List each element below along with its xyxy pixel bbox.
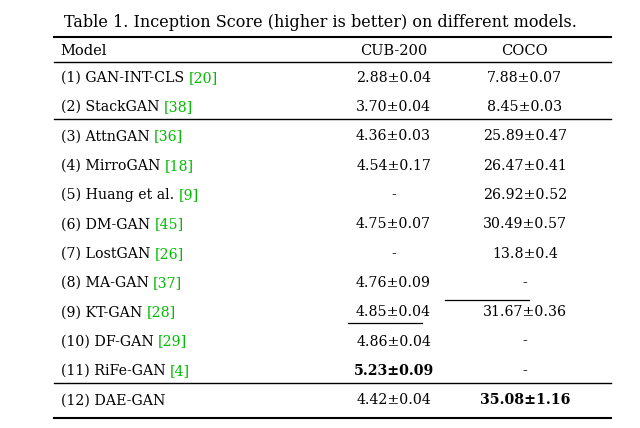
Text: 8.45±0.03: 8.45±0.03	[487, 100, 563, 114]
Text: -: -	[522, 276, 527, 290]
Text: 13.8±0.4: 13.8±0.4	[492, 247, 557, 261]
Text: (1) GAN-INT-CLS: (1) GAN-INT-CLS	[61, 71, 188, 85]
Text: -: -	[391, 188, 396, 202]
Text: 26.47±0.41: 26.47±0.41	[483, 159, 566, 173]
Text: 4.42±0.04: 4.42±0.04	[356, 393, 431, 407]
Text: 26.92±0.52: 26.92±0.52	[483, 188, 567, 202]
Text: (3) AttnGAN: (3) AttnGAN	[61, 129, 154, 143]
Text: -: -	[522, 335, 527, 349]
Text: (4) MirroGAN: (4) MirroGAN	[61, 159, 164, 173]
Text: COCO: COCO	[501, 45, 548, 58]
Text: Model: Model	[61, 45, 107, 58]
Text: [26]: [26]	[155, 247, 184, 261]
Text: 7.88±0.07: 7.88±0.07	[487, 71, 563, 85]
Text: 4.86±0.04: 4.86±0.04	[356, 335, 431, 349]
Text: [9]: [9]	[179, 188, 199, 202]
Text: Table 1. Inception Score (higher is better) on different models.: Table 1. Inception Score (higher is bett…	[63, 14, 577, 31]
Text: 35.08±1.16: 35.08±1.16	[479, 393, 570, 407]
Text: (2) StackGAN: (2) StackGAN	[61, 100, 164, 114]
Text: [36]: [36]	[154, 129, 183, 143]
Text: [28]: [28]	[147, 305, 176, 319]
Text: 3.70±0.04: 3.70±0.04	[356, 100, 431, 114]
Text: 4.36±0.03: 4.36±0.03	[356, 129, 431, 143]
Text: -: -	[391, 247, 396, 261]
Text: (6) DM-GAN: (6) DM-GAN	[61, 217, 154, 232]
Text: (7) LostGAN: (7) LostGAN	[61, 247, 155, 261]
Text: 30.49±0.57: 30.49±0.57	[483, 217, 567, 232]
Text: (11) RiFe-GAN: (11) RiFe-GAN	[61, 364, 170, 378]
Text: 25.89±0.47: 25.89±0.47	[483, 129, 567, 143]
Text: 4.76±0.09: 4.76±0.09	[356, 276, 431, 290]
Text: [20]: [20]	[188, 71, 218, 85]
Text: 4.75±0.07: 4.75±0.07	[356, 217, 431, 232]
Text: 4.85±0.04: 4.85±0.04	[356, 305, 431, 319]
Text: (10) DF-GAN: (10) DF-GAN	[61, 335, 158, 349]
Text: CUB-200: CUB-200	[360, 45, 428, 58]
Text: [18]: [18]	[164, 159, 194, 173]
Text: (9) KT-GAN: (9) KT-GAN	[61, 305, 147, 319]
Text: [45]: [45]	[154, 217, 184, 232]
Text: [4]: [4]	[170, 364, 190, 378]
Text: -: -	[522, 364, 527, 378]
Text: (12) DAE-GAN: (12) DAE-GAN	[61, 393, 165, 407]
Text: [29]: [29]	[158, 335, 188, 349]
Text: (5) Huang et al.: (5) Huang et al.	[61, 188, 179, 202]
Text: 31.67±0.36: 31.67±0.36	[483, 305, 567, 319]
Text: [37]: [37]	[153, 276, 182, 290]
Text: [38]: [38]	[164, 100, 193, 114]
Text: 5.23±0.09: 5.23±0.09	[353, 364, 434, 378]
Text: 2.88±0.04: 2.88±0.04	[356, 71, 431, 85]
Text: 4.54±0.17: 4.54±0.17	[356, 159, 431, 173]
Text: (8) MA-GAN: (8) MA-GAN	[61, 276, 153, 290]
